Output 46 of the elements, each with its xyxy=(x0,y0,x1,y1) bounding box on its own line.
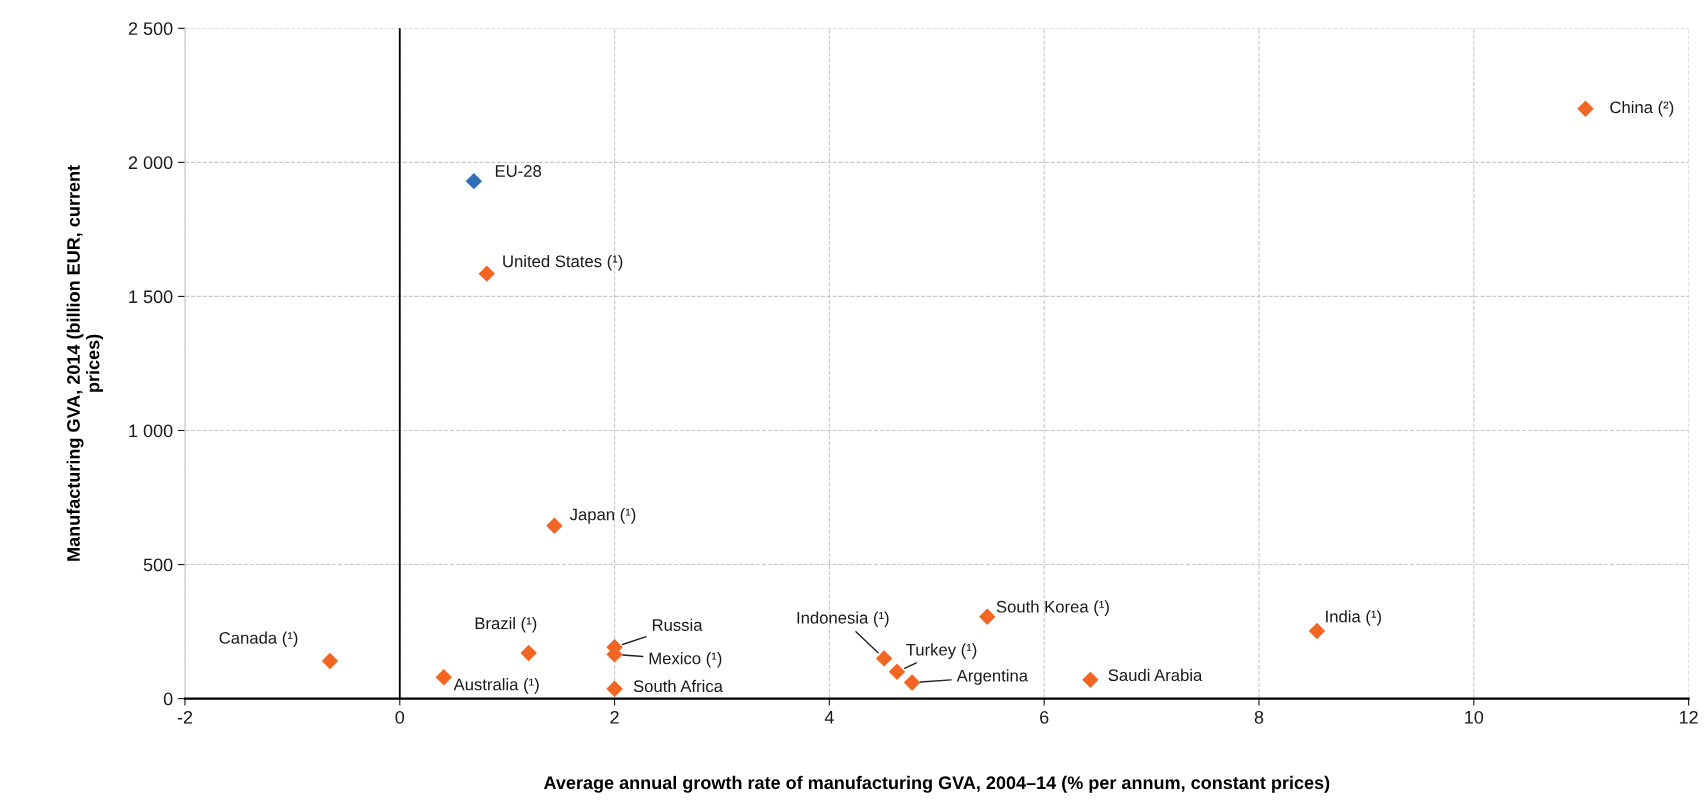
series-label: Japan (¹) xyxy=(569,508,636,524)
x-tick-label: -2 xyxy=(177,710,193,724)
text: Argentina xyxy=(956,669,1029,685)
series-label: Mexico (¹) xyxy=(649,652,722,668)
series-label: Brazil (¹) xyxy=(475,616,537,633)
series-label: Australia (¹) xyxy=(453,678,539,694)
text: Russia xyxy=(652,618,703,631)
y-tick-label: 0 xyxy=(163,692,173,706)
point xyxy=(1577,100,1594,117)
point xyxy=(435,668,453,686)
point xyxy=(465,172,483,190)
series-label: South Korea (¹) xyxy=(996,600,1109,616)
x-tick-label: 8 xyxy=(1254,710,1264,724)
series-label: South Africa xyxy=(633,679,723,693)
point xyxy=(1082,671,1099,689)
y-tick-label: 500 xyxy=(143,558,173,572)
point xyxy=(979,608,996,626)
y-tick-label: 2 500 xyxy=(128,22,173,36)
point xyxy=(546,517,563,534)
x-tick-label: 4 xyxy=(824,711,834,724)
y-tick-label: 1 000 xyxy=(129,424,173,438)
series-label: Canada (¹) xyxy=(219,631,298,648)
series-label: China (²) xyxy=(1610,100,1674,117)
x-tick-label: 0 xyxy=(395,710,405,724)
point xyxy=(888,663,906,681)
y-axis-title: Manufacturing GVA, 2014 (billion EUR, current prices) xyxy=(66,165,103,561)
y-tick-label: 1 500 xyxy=(129,290,173,304)
series-label: United States (¹) xyxy=(503,254,623,271)
point xyxy=(1308,622,1326,640)
x-tick-label: 6 xyxy=(1040,710,1049,724)
point xyxy=(321,652,339,670)
x-tick-label: 2 xyxy=(610,710,619,724)
point xyxy=(903,674,921,691)
series-label: EU-28 xyxy=(495,165,542,177)
y-tick-label: 2 000 xyxy=(128,156,173,170)
point xyxy=(606,680,623,697)
series-label: Turkey (¹) xyxy=(906,643,977,659)
series-label: Saudi Arabia xyxy=(1108,668,1203,682)
point xyxy=(875,650,893,667)
point xyxy=(478,265,495,282)
x-tick-label: 10 xyxy=(1465,710,1484,724)
point xyxy=(520,644,537,662)
series-label: India (¹) xyxy=(1326,610,1381,626)
x-tick-label: 12 xyxy=(1679,710,1698,724)
x-axis-title: Average annual growth rate of manufacturing GVA, 2004–14 (% per annum, constant prices) xyxy=(543,775,1330,793)
series-label: Indonesia (¹) xyxy=(797,611,889,627)
